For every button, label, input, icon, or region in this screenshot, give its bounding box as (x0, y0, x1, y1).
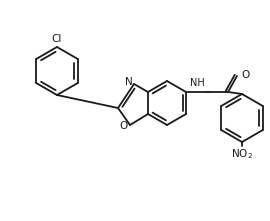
Text: O: O (241, 70, 249, 80)
Text: O: O (120, 121, 128, 131)
Text: N: N (125, 77, 133, 87)
Text: NH: NH (190, 78, 204, 88)
Text: NO$_2$: NO$_2$ (231, 147, 253, 161)
Text: Cl: Cl (52, 34, 62, 44)
